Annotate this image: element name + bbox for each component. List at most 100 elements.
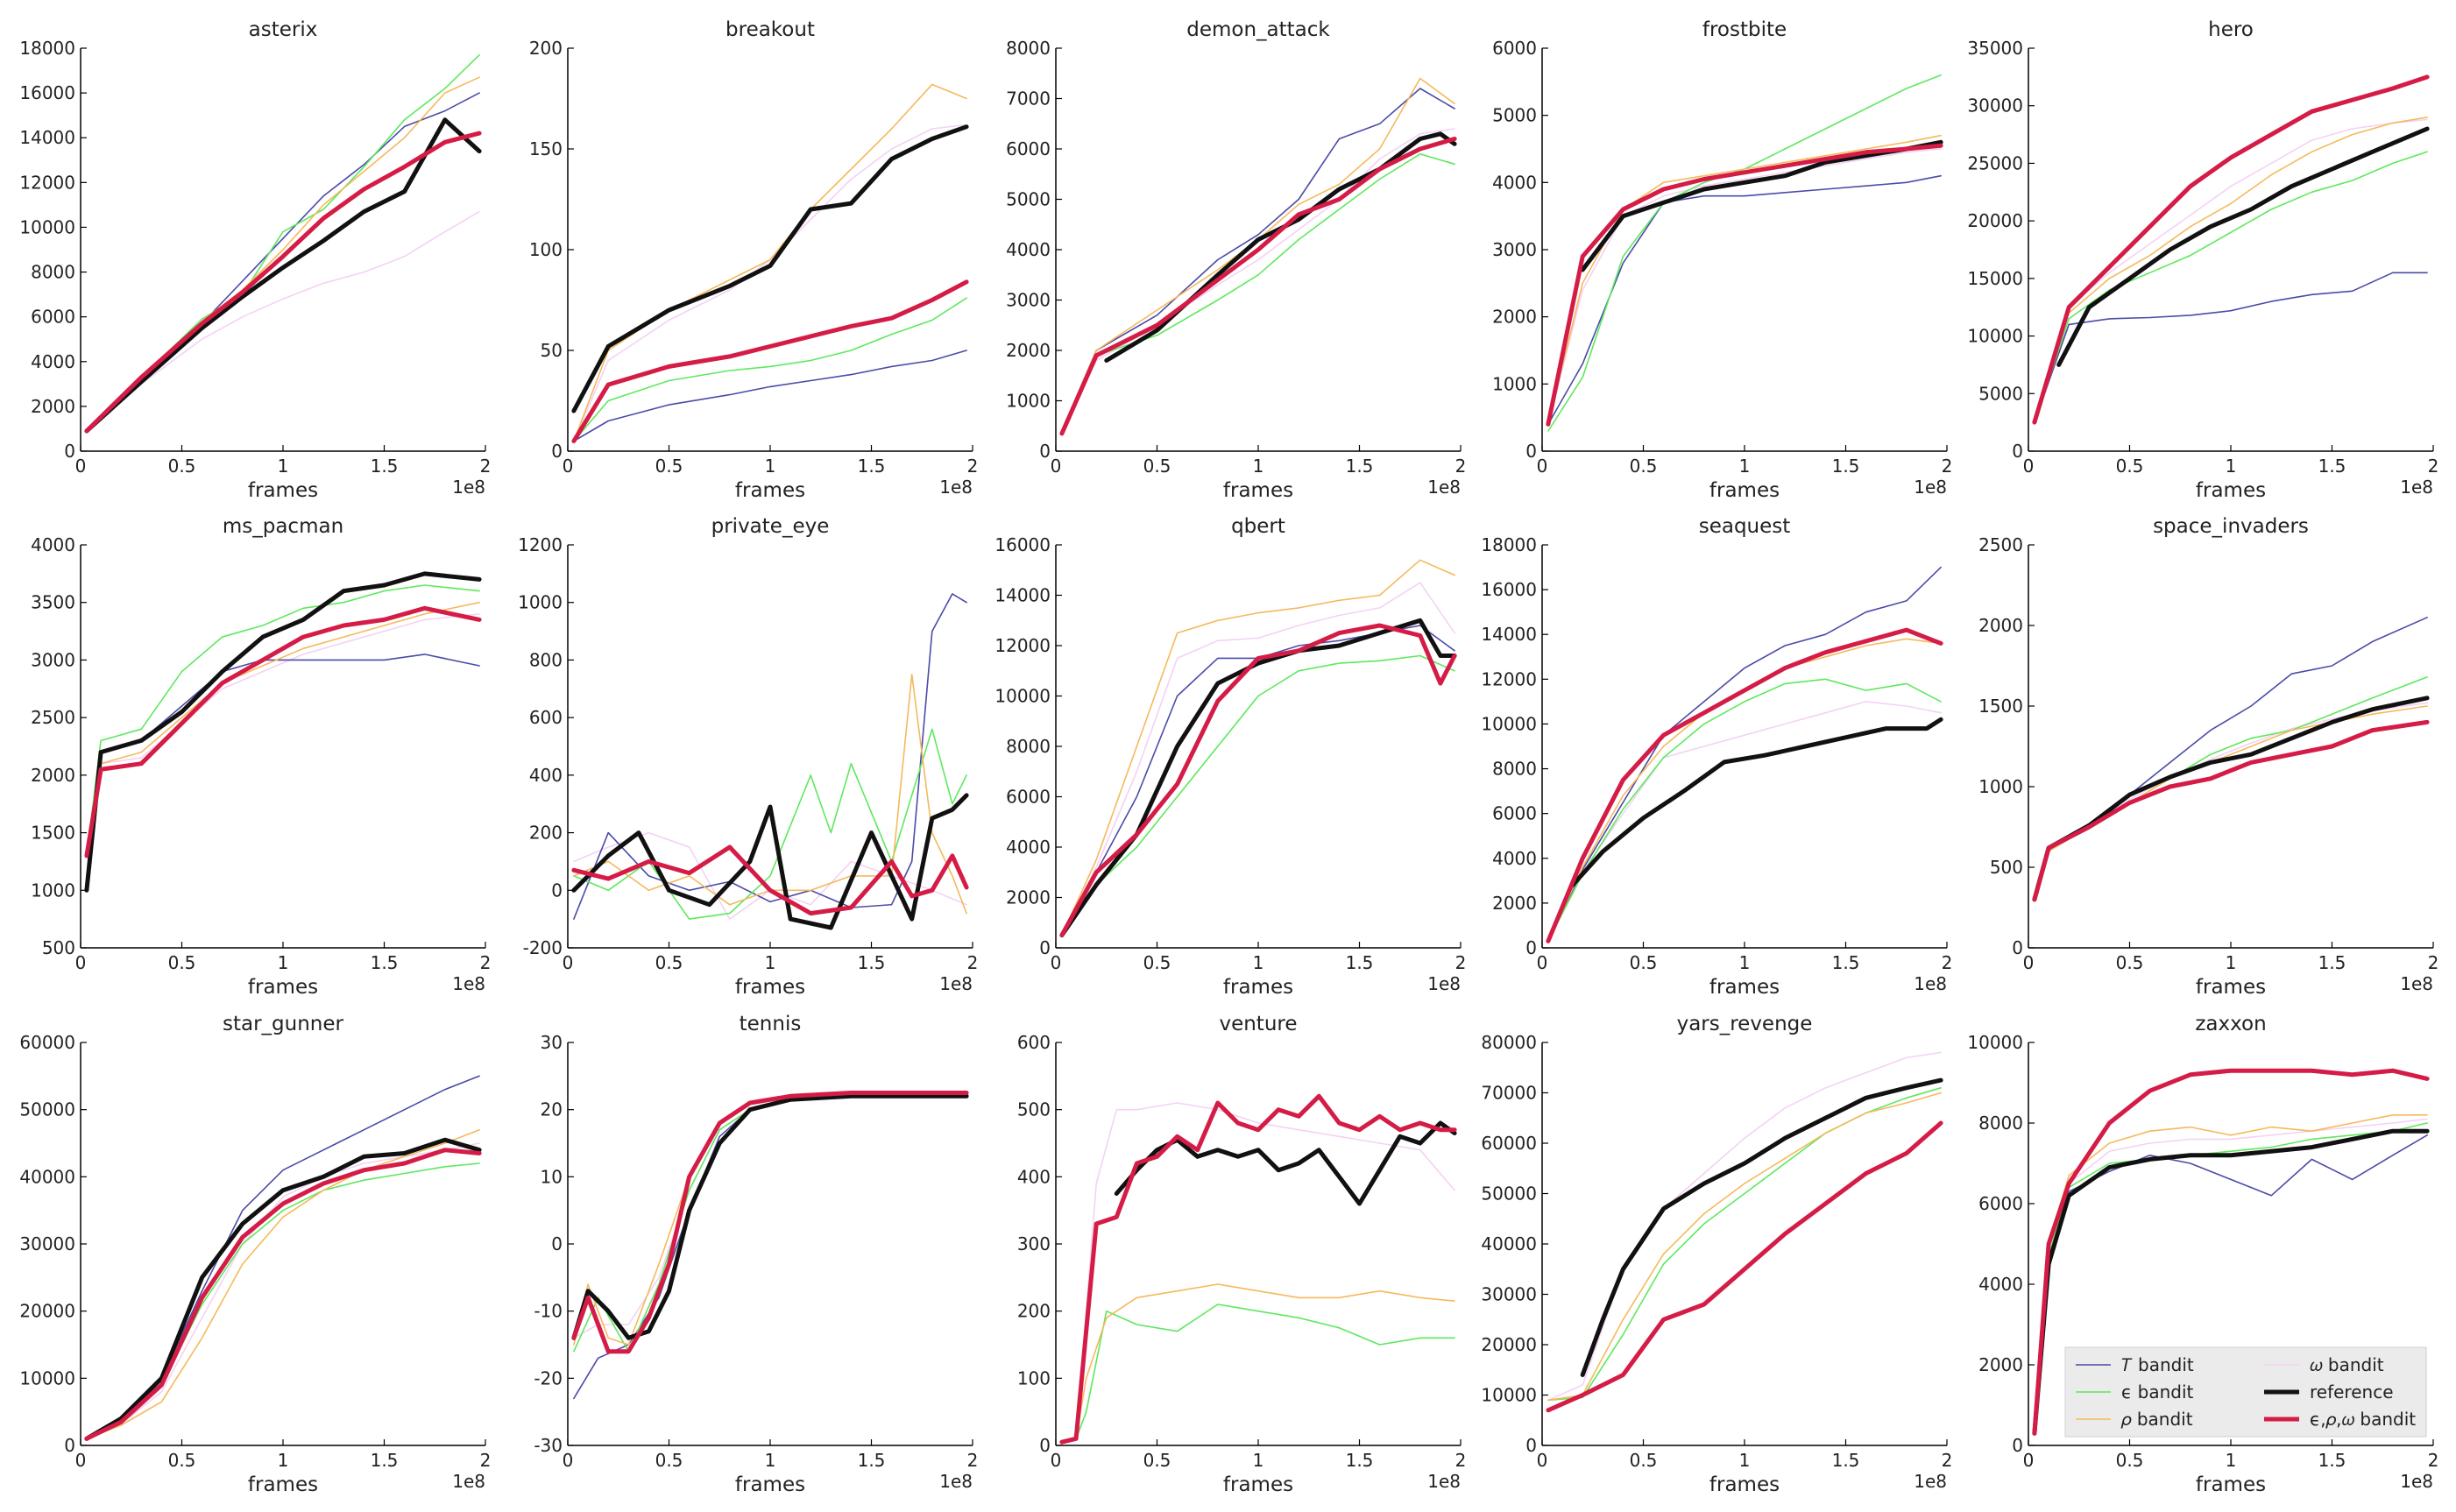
- series-omega: [573, 124, 967, 442]
- x-axis-label: frames: [1709, 479, 1780, 502]
- y-tick-label: 12000: [994, 635, 1051, 656]
- y-tick-label: 70000: [1481, 1083, 1537, 1104]
- x-exponent: 1e8: [452, 477, 485, 498]
- x-tick-label: 0.5: [1630, 456, 1658, 477]
- y-tick-label: -20: [534, 1367, 563, 1388]
- series-all: [571, 1091, 969, 1354]
- series-omega: [1061, 1102, 1455, 1443]
- x-tick-label: 0: [2023, 952, 2035, 973]
- x-axis-label: frames: [248, 976, 318, 999]
- y-tick-label: 2000: [1978, 1354, 2023, 1375]
- series-group: [1546, 1051, 1943, 1413]
- panel-space_invaders: space_invaders 0 500 1000 1500 2000 2500 0 0.5 1 1…: [1978, 515, 2438, 999]
- series-eps: [573, 1095, 967, 1353]
- series-ref: [571, 124, 969, 413]
- x-axis-label: frames: [1709, 1473, 1780, 1496]
- series-group: [2032, 616, 2430, 902]
- x-tick-label: 1.5: [371, 1450, 399, 1471]
- y-tick-label: 5000: [1492, 105, 1537, 126]
- series-group: [1546, 74, 1943, 432]
- x-axis-label: frames: [735, 976, 805, 999]
- y-tick-label: 2000: [31, 765, 75, 786]
- series-T: [2034, 272, 2428, 423]
- x-tick-label: 1.5: [1832, 1450, 1860, 1471]
- x-tick-label: 1.5: [2318, 456, 2346, 477]
- series-omega: [86, 210, 480, 432]
- panel-ms_pacman: ms_pacman 500 1000 1500 2000 2500 3000 3500 4000…: [31, 515, 491, 999]
- x-tick-label: 1.5: [858, 1450, 886, 1471]
- series-group: [1546, 566, 1943, 943]
- series-eps: [1547, 1087, 1942, 1402]
- x-axis-label: frames: [2196, 1473, 2266, 1496]
- x-tick-label: 0.5: [2116, 952, 2144, 973]
- x-exponent: 1e8: [452, 973, 485, 994]
- series-all: [2032, 719, 2430, 902]
- x-tick-label: 0: [1537, 1450, 1548, 1471]
- x-tick-label: 0.5: [168, 952, 196, 973]
- y-tick-label: 400: [529, 765, 563, 786]
- x-exponent: 1e8: [2400, 1471, 2433, 1492]
- y-tick-label: 600: [529, 707, 563, 728]
- y-tick-label: 0: [2012, 1435, 2023, 1456]
- y-tick-label: 4000: [1978, 1274, 2023, 1295]
- y-tick-label: 6000: [1006, 138, 1051, 159]
- series-omega: [2034, 118, 2428, 423]
- y-tick-label: 40000: [1481, 1233, 1537, 1254]
- y-tick-label: 6000: [1492, 38, 1537, 59]
- x-axis-label: frames: [2196, 479, 2266, 502]
- x-exponent: 1e8: [939, 973, 973, 994]
- x-exponent: 1e8: [939, 1471, 973, 1492]
- y-tick-label: -200: [523, 937, 563, 958]
- x-axis-label: frames: [248, 479, 318, 502]
- x-tick-label: 2: [480, 952, 492, 973]
- x-exponent: 1e8: [452, 1471, 485, 1492]
- x-tick-label: 0.5: [1630, 1450, 1658, 1471]
- series-all: [1059, 137, 1457, 436]
- series-all: [1546, 627, 1943, 943]
- y-tick-label: 8000: [1006, 38, 1051, 59]
- x-tick-label: 1.5: [1832, 952, 1860, 973]
- y-tick-label: 100: [529, 239, 563, 260]
- series-group: [2032, 74, 2430, 425]
- series-all: [84, 605, 482, 858]
- series-rho: [1547, 638, 1942, 943]
- series-omega: [1061, 128, 1455, 432]
- series-rho: [2034, 705, 2428, 901]
- y-tick-label: 8000: [1492, 759, 1537, 780]
- x-axis-label: frames: [1709, 976, 1780, 999]
- x-tick-label: 1: [278, 1450, 289, 1471]
- x-exponent: 1e8: [2400, 477, 2433, 498]
- x-tick-label: 0.5: [1143, 952, 1171, 973]
- series-group: [571, 83, 969, 443]
- series-eps: [1061, 654, 1455, 936]
- series-group: [1059, 77, 1457, 436]
- y-tick-label: 14000: [1481, 624, 1537, 645]
- panel-title: space_invaders: [2153, 515, 2309, 538]
- x-axis-label: frames: [1223, 479, 1293, 502]
- x-exponent: 1e8: [1914, 1471, 1947, 1492]
- y-tick-label: 3000: [1492, 239, 1537, 260]
- x-tick-label: 1.5: [1346, 952, 1374, 973]
- series-ref: [571, 793, 969, 930]
- panel-asterix: asterix 0 2000 4000 6000 8000 10000 12000 14000 1…: [19, 18, 491, 502]
- y-tick-label: 2000: [1006, 340, 1051, 361]
- panel-seaquest: seaquest 0 2000 4000 6000 8000 10000 12000 14000…: [1481, 515, 1952, 999]
- x-exponent: 1e8: [1914, 477, 1947, 498]
- x-axis-label: frames: [2196, 976, 2266, 999]
- series-eps: [1061, 153, 1455, 432]
- y-tick-label: 35000: [1967, 38, 2023, 59]
- x-tick-label: 0: [563, 1450, 574, 1471]
- x-tick-label: 1: [1739, 456, 1751, 477]
- x-tick-label: 1: [278, 456, 289, 477]
- x-tick-label: 2: [1942, 952, 1953, 973]
- series-omega: [1547, 701, 1942, 943]
- y-tick-label: 0: [551, 880, 563, 901]
- y-tick-label: 6000: [1006, 787, 1051, 808]
- series-rho: [86, 1128, 480, 1440]
- x-tick-label: 1.5: [858, 456, 886, 477]
- y-tick-label: -30: [534, 1435, 563, 1456]
- y-tick-label: 16000: [19, 82, 75, 103]
- y-tick-label: -10: [534, 1301, 563, 1322]
